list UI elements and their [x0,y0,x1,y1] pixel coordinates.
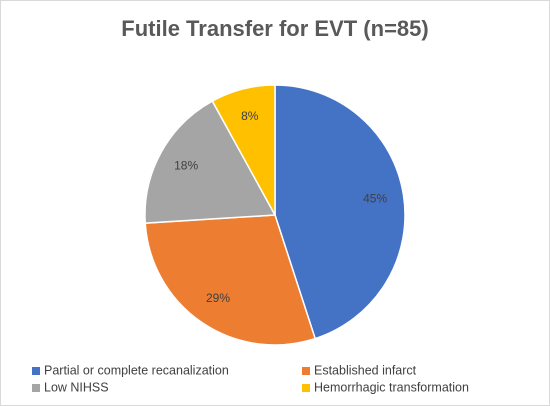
data-label: 8% [241,109,259,123]
pie-slice [144,100,277,224]
pie-slice [274,84,406,340]
legend-label: Hemorrhagic transformation [314,380,469,394]
legend-label: Low NIHSS [44,380,109,394]
data-label: 18% [174,158,198,172]
legend-label: Partial or complete recanalization [44,363,229,377]
chart-title: Futile Transfer for EVT (n=85) [121,16,428,41]
data-label: 45% [363,191,387,205]
data-label: 29% [206,291,230,305]
pie-slice [211,84,276,216]
legend-swatch [302,367,310,375]
legend-label: Established infarct [314,363,417,377]
legend-swatch [302,384,310,392]
legend-swatch [32,367,40,375]
pie-slice [144,214,317,346]
legend-swatch [32,384,40,392]
